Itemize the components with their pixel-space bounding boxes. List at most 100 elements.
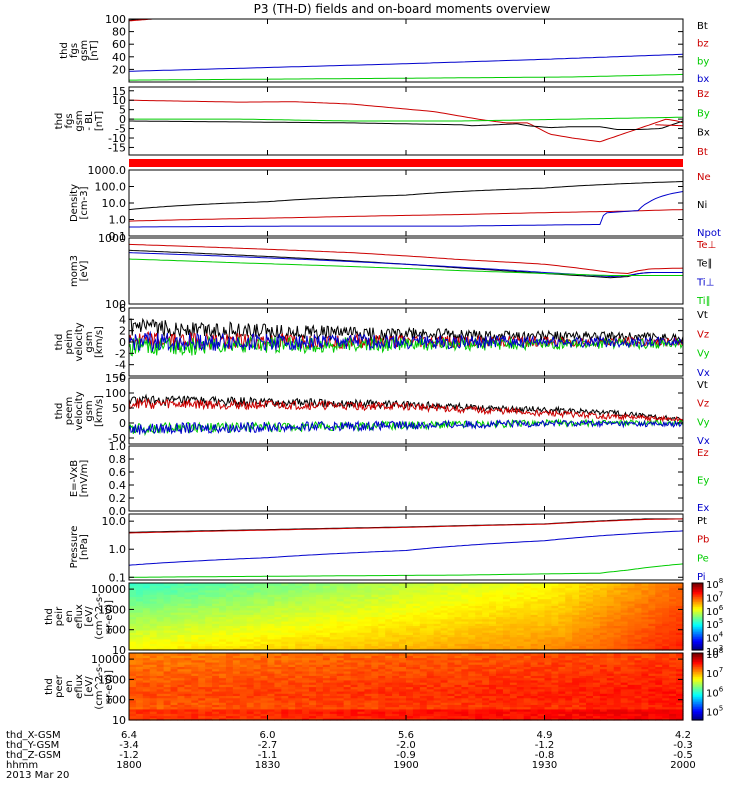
- spectrogram-cell: [509, 664, 518, 667]
- spectrogram-cell: [350, 627, 359, 631]
- spectrogram-cell: [288, 583, 296, 586]
- spectrogram-cell: [315, 684, 324, 688]
- spectrogram-cell: [142, 702, 151, 705]
- spectrogram-cell: [454, 643, 462, 647]
- y-axis-label: thd: [54, 334, 65, 351]
- spectrogram-cell: [135, 600, 144, 604]
- spectrogram-cell: [502, 583, 511, 586]
- spectrogram-cell: [281, 596, 289, 600]
- spectrogram-cell: [232, 645, 241, 649]
- spectrogram-cell: [260, 591, 269, 595]
- spectrogram-cell: [502, 653, 511, 656]
- spectrogram-cell: [454, 620, 462, 624]
- spectrogram-cell: [558, 675, 566, 679]
- spectrogram-cell: [523, 638, 532, 642]
- spectrogram-cell: [544, 697, 553, 701]
- spectrogram-cell: [627, 695, 636, 699]
- spectrogram-cell: [620, 673, 629, 676]
- spectrogram-cell: [142, 713, 151, 717]
- spectrogram-cell: [641, 618, 649, 622]
- spectrogram-cell: [426, 706, 435, 710]
- spectrogram-cell: [655, 589, 663, 593]
- spectrogram-cell: [579, 677, 587, 681]
- spectrogram-cell: [302, 670, 310, 674]
- spectrogram-cell: [149, 679, 158, 683]
- spectrogram-cell: [336, 659, 345, 663]
- y-tick-label: 10.0: [102, 197, 127, 210]
- spectrogram-cell: [385, 607, 393, 611]
- spectrogram-cell: [502, 585, 511, 589]
- spectrogram-cell: [454, 636, 462, 640]
- spectrogram-cell: [558, 686, 566, 690]
- y-tick-label: 10000: [91, 583, 126, 596]
- spectrogram-cell: [634, 629, 643, 633]
- spectrogram-cell: [620, 688, 629, 692]
- colorbar-step: [692, 583, 703, 586]
- spectrogram-cell: [371, 704, 379, 708]
- spectrogram-cell: [641, 598, 649, 602]
- spectrogram-cell: [184, 612, 192, 615]
- spectrogram-cell: [662, 603, 670, 606]
- spectrogram-cell: [295, 600, 303, 604]
- spectrogram-cell: [489, 612, 497, 615]
- spectrogram-cell: [482, 670, 490, 674]
- spectrogram-cell: [225, 659, 234, 663]
- spectrogram-cell: [599, 693, 608, 697]
- spectrogram-cell: [295, 627, 303, 631]
- spectrogram-cell: [551, 585, 559, 589]
- spectrogram-cell: [205, 629, 213, 633]
- spectrogram-cell: [392, 655, 400, 659]
- spectrogram-cell: [496, 634, 504, 638]
- spectrogram-cell: [343, 670, 352, 674]
- spectrogram-cell: [613, 598, 622, 602]
- spectrogram-cell: [669, 600, 677, 604]
- spectrogram-cell: [219, 666, 227, 670]
- colorbar-step: [692, 638, 703, 641]
- spectrogram-cell: [309, 634, 317, 638]
- spectrogram-cell: [232, 693, 241, 697]
- spectrogram-cell: [475, 706, 483, 710]
- spectrogram-cell: [253, 647, 262, 651]
- spectrogram-cell: [516, 596, 525, 600]
- spectrogram-cell: [468, 661, 476, 665]
- spectrogram-cell: [468, 715, 476, 719]
- spectrogram-cell: [392, 587, 400, 591]
- spectrogram-cell: [620, 684, 629, 688]
- y-axis-label: thd: [44, 608, 55, 625]
- spectrogram-cell: [149, 686, 158, 690]
- spectrogram-cell: [295, 629, 303, 633]
- spectrogram-cell: [586, 636, 594, 640]
- spectrogram-cell: [509, 659, 518, 663]
- spectrogram-cell: [399, 682, 407, 685]
- spectrogram-cell: [385, 598, 393, 602]
- spectrogram-cell: [475, 618, 483, 622]
- spectrogram-cell: [544, 684, 553, 688]
- spectrogram-cell: [509, 688, 518, 692]
- spectrogram-cell: [156, 693, 165, 697]
- panel-frame: [128, 18, 684, 83]
- spectrogram-cell: [655, 605, 663, 609]
- spectrogram-cell: [239, 634, 248, 638]
- spectrogram-cell: [599, 594, 608, 597]
- spectrogram-cell: [315, 702, 324, 705]
- legend-entry: Vy: [697, 417, 710, 428]
- spectrogram-cell: [205, 704, 213, 708]
- spectrogram-cell: [565, 609, 573, 613]
- spectrogram-cell: [551, 598, 559, 602]
- spectrogram-cell: [586, 686, 594, 690]
- spectrogram-cell: [357, 684, 366, 688]
- spectrogram-cell: [219, 609, 227, 613]
- spectrogram-cell: [357, 666, 366, 670]
- spectrogram-cell: [676, 616, 684, 620]
- spectrogram-cell: [599, 643, 608, 647]
- spectrogram-cell: [302, 659, 310, 663]
- spectrogram-cell: [475, 647, 483, 651]
- spectrogram-cell: [406, 695, 414, 699]
- spectrogram-cell: [385, 666, 393, 670]
- spectrogram-cell: [336, 647, 345, 651]
- spectrogram-cell: [392, 690, 400, 694]
- spectrogram-cell: [239, 664, 248, 667]
- spectrogram-cell: [412, 605, 421, 609]
- spectrogram-cell: [177, 704, 185, 708]
- spectrogram-cell: [447, 636, 456, 640]
